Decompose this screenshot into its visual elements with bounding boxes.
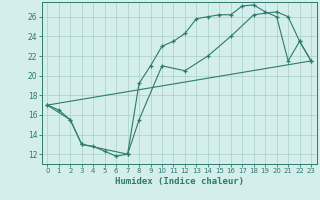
- X-axis label: Humidex (Indice chaleur): Humidex (Indice chaleur): [115, 177, 244, 186]
